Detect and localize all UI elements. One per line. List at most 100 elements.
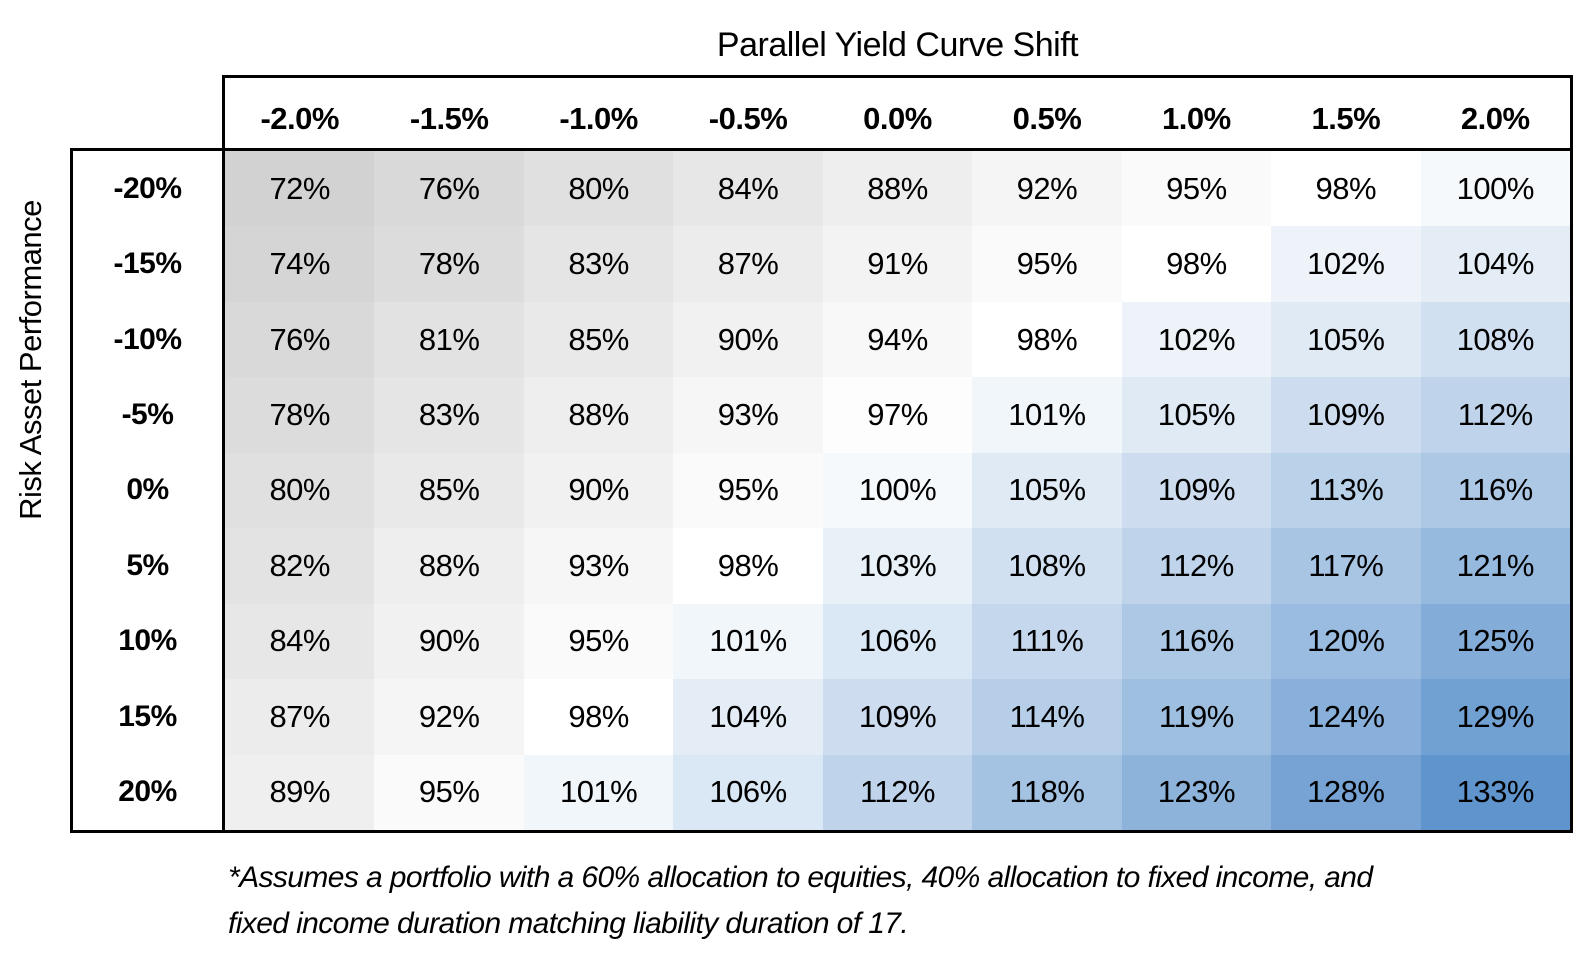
heatmap-cell: 80% bbox=[225, 452, 375, 529]
row-label: 5% bbox=[126, 548, 169, 582]
heatmap-cell: 84% bbox=[673, 151, 823, 227]
heatmap-cell: 111% bbox=[972, 603, 1122, 680]
heatmap-cell: 118% bbox=[972, 754, 1122, 830]
column-header: 0.5% bbox=[1012, 101, 1082, 136]
column-header: 1.0% bbox=[1162, 101, 1231, 136]
heatmap-cell: 72% bbox=[225, 151, 375, 227]
column-header: -1.0% bbox=[559, 101, 638, 136]
heatmap-cell: 106% bbox=[673, 754, 823, 830]
heatmap-cell: 94% bbox=[822, 301, 973, 378]
heatmap-cell: 112% bbox=[1121, 528, 1272, 604]
heatmap-cell: 133% bbox=[1420, 754, 1570, 830]
column-header: -1.5% bbox=[409, 101, 489, 136]
heatmap-cell: 125% bbox=[1420, 603, 1570, 680]
heatmap-cell: 84% bbox=[225, 603, 375, 680]
heatmap-cell: 103% bbox=[822, 528, 973, 604]
heatmap-cell: 95% bbox=[374, 754, 524, 830]
heatmap-cell: 83% bbox=[374, 377, 524, 453]
heatmap-cell: 105% bbox=[1121, 377, 1272, 453]
y-axis-label: Risk Asset Performance bbox=[13, 200, 48, 520]
heatmap-cell: 81% bbox=[374, 301, 524, 378]
heatmap-cell: 88% bbox=[374, 528, 524, 604]
heatmap-cell: 88% bbox=[523, 377, 674, 453]
heatmap-cell: 78% bbox=[374, 226, 524, 302]
heatmap-cell: 95% bbox=[673, 452, 823, 529]
column-header: 2.0% bbox=[1460, 101, 1530, 136]
heatmap-cell: 85% bbox=[374, 452, 524, 529]
heatmap-cell: 102% bbox=[1121, 301, 1272, 378]
heatmap-cell: 116% bbox=[1420, 452, 1570, 529]
heatmap-grid: 72% 76% 80% 84% 88% 92% 95% 98% 100% 74% 78% 83% 87%… bbox=[225, 151, 1570, 830]
heatmap-cell: 98% bbox=[1271, 151, 1421, 227]
heatmap-cell: 87% bbox=[225, 679, 375, 755]
footnote-line-2: fixed income duration matching liability… bbox=[228, 907, 909, 940]
heatmap-cell: 82% bbox=[225, 528, 375, 604]
heatmap-cell: 98% bbox=[1121, 226, 1272, 302]
heatmap-cell: 97% bbox=[822, 377, 973, 453]
heatmap-cell: 101% bbox=[673, 603, 823, 680]
footnote-line-1: *Assumes a portfolio with a 60% allocati… bbox=[228, 861, 1373, 894]
heatmap-cell: 74% bbox=[225, 226, 375, 302]
heatmap-cell: 90% bbox=[673, 301, 823, 378]
heatmap-cell: 90% bbox=[523, 452, 674, 529]
column-headers: -2.0% -1.5% -1.0% -0.5% 0.0% 0.5% 1.0% 1.5% 2.0% bbox=[222, 75, 1573, 151]
heatmap-cell: 95% bbox=[523, 603, 674, 680]
column-header: -0.5% bbox=[708, 101, 788, 136]
row-label: 0% bbox=[126, 473, 169, 507]
heatmap-cell: 112% bbox=[1420, 377, 1570, 453]
row-label: 10% bbox=[118, 624, 177, 658]
heatmap-cell: 108% bbox=[972, 528, 1122, 604]
column-header: -2.0% bbox=[260, 101, 339, 136]
chart-title: Parallel Yield Curve Shift bbox=[716, 26, 1079, 64]
heatmap-cell: 95% bbox=[1121, 151, 1272, 227]
heatmap-cell: 109% bbox=[1121, 452, 1272, 529]
column-header: 1.5% bbox=[1311, 101, 1381, 136]
row-label: 15% bbox=[118, 699, 177, 733]
heatmap-cell: 85% bbox=[523, 301, 674, 378]
heatmap-cell: 108% bbox=[1420, 301, 1570, 378]
heatmap-cell: 119% bbox=[1121, 679, 1272, 755]
row-label: -10% bbox=[113, 322, 182, 356]
column-header: 0.0% bbox=[863, 101, 932, 136]
heatmap-cell: 76% bbox=[225, 301, 375, 378]
row-label: -20% bbox=[113, 171, 182, 205]
heatmap-cell: 76% bbox=[374, 151, 524, 227]
heatmap-cell: 91% bbox=[822, 226, 973, 302]
heatmap-cell: 83% bbox=[523, 226, 674, 302]
heatmap-cell: 78% bbox=[225, 377, 375, 453]
heatmap-body: -20% -15% -10% -5% 0% 5% 10% 15% 20% 72% 76% 80% 84… bbox=[70, 148, 1573, 833]
heatmap-cell: 100% bbox=[822, 452, 973, 529]
heatmap-cell: 90% bbox=[374, 603, 524, 680]
heatmap-cell: 105% bbox=[972, 452, 1122, 529]
heatmap-cell: 129% bbox=[1420, 679, 1570, 755]
heatmap-cell: 112% bbox=[822, 754, 973, 830]
heatmap-cell: 121% bbox=[1420, 528, 1570, 604]
heatmap-cell: 104% bbox=[1420, 226, 1570, 302]
heatmap-cell: 120% bbox=[1271, 603, 1421, 680]
heatmap-cell: 113% bbox=[1271, 452, 1421, 529]
heatmap-cell: 123% bbox=[1121, 754, 1272, 830]
heatmap-cell: 80% bbox=[523, 151, 674, 227]
heatmap-cell: 93% bbox=[523, 528, 674, 604]
heatmap-cell: 98% bbox=[523, 679, 674, 755]
heatmap-cell: 101% bbox=[972, 377, 1122, 453]
row-label: -5% bbox=[121, 398, 174, 432]
heatmap-cell: 98% bbox=[673, 528, 823, 604]
heatmap-cell: 124% bbox=[1271, 679, 1421, 755]
heatmap-cell: 87% bbox=[673, 226, 823, 302]
heatmap-cell: 101% bbox=[523, 754, 674, 830]
heatmap-cell: 95% bbox=[972, 226, 1122, 302]
heatmap-cell: 102% bbox=[1271, 226, 1421, 302]
heatmap-cell: 104% bbox=[673, 679, 823, 755]
heatmap-cell: 116% bbox=[1121, 603, 1272, 680]
heatmap-cell: 92% bbox=[972, 151, 1122, 227]
heatmap-cell: 109% bbox=[1271, 377, 1421, 453]
heatmap-cell: 128% bbox=[1271, 754, 1421, 830]
heatmap-cell: 106% bbox=[822, 603, 973, 680]
heatmap-cell: 89% bbox=[225, 754, 375, 830]
heatmap-cell: 93% bbox=[673, 377, 823, 453]
row-labels: -20% -15% -10% -5% 0% 5% 10% 15% 20% bbox=[73, 151, 225, 830]
heatmap-cell: 117% bbox=[1271, 528, 1421, 604]
heatmap-cell: 105% bbox=[1271, 301, 1421, 378]
